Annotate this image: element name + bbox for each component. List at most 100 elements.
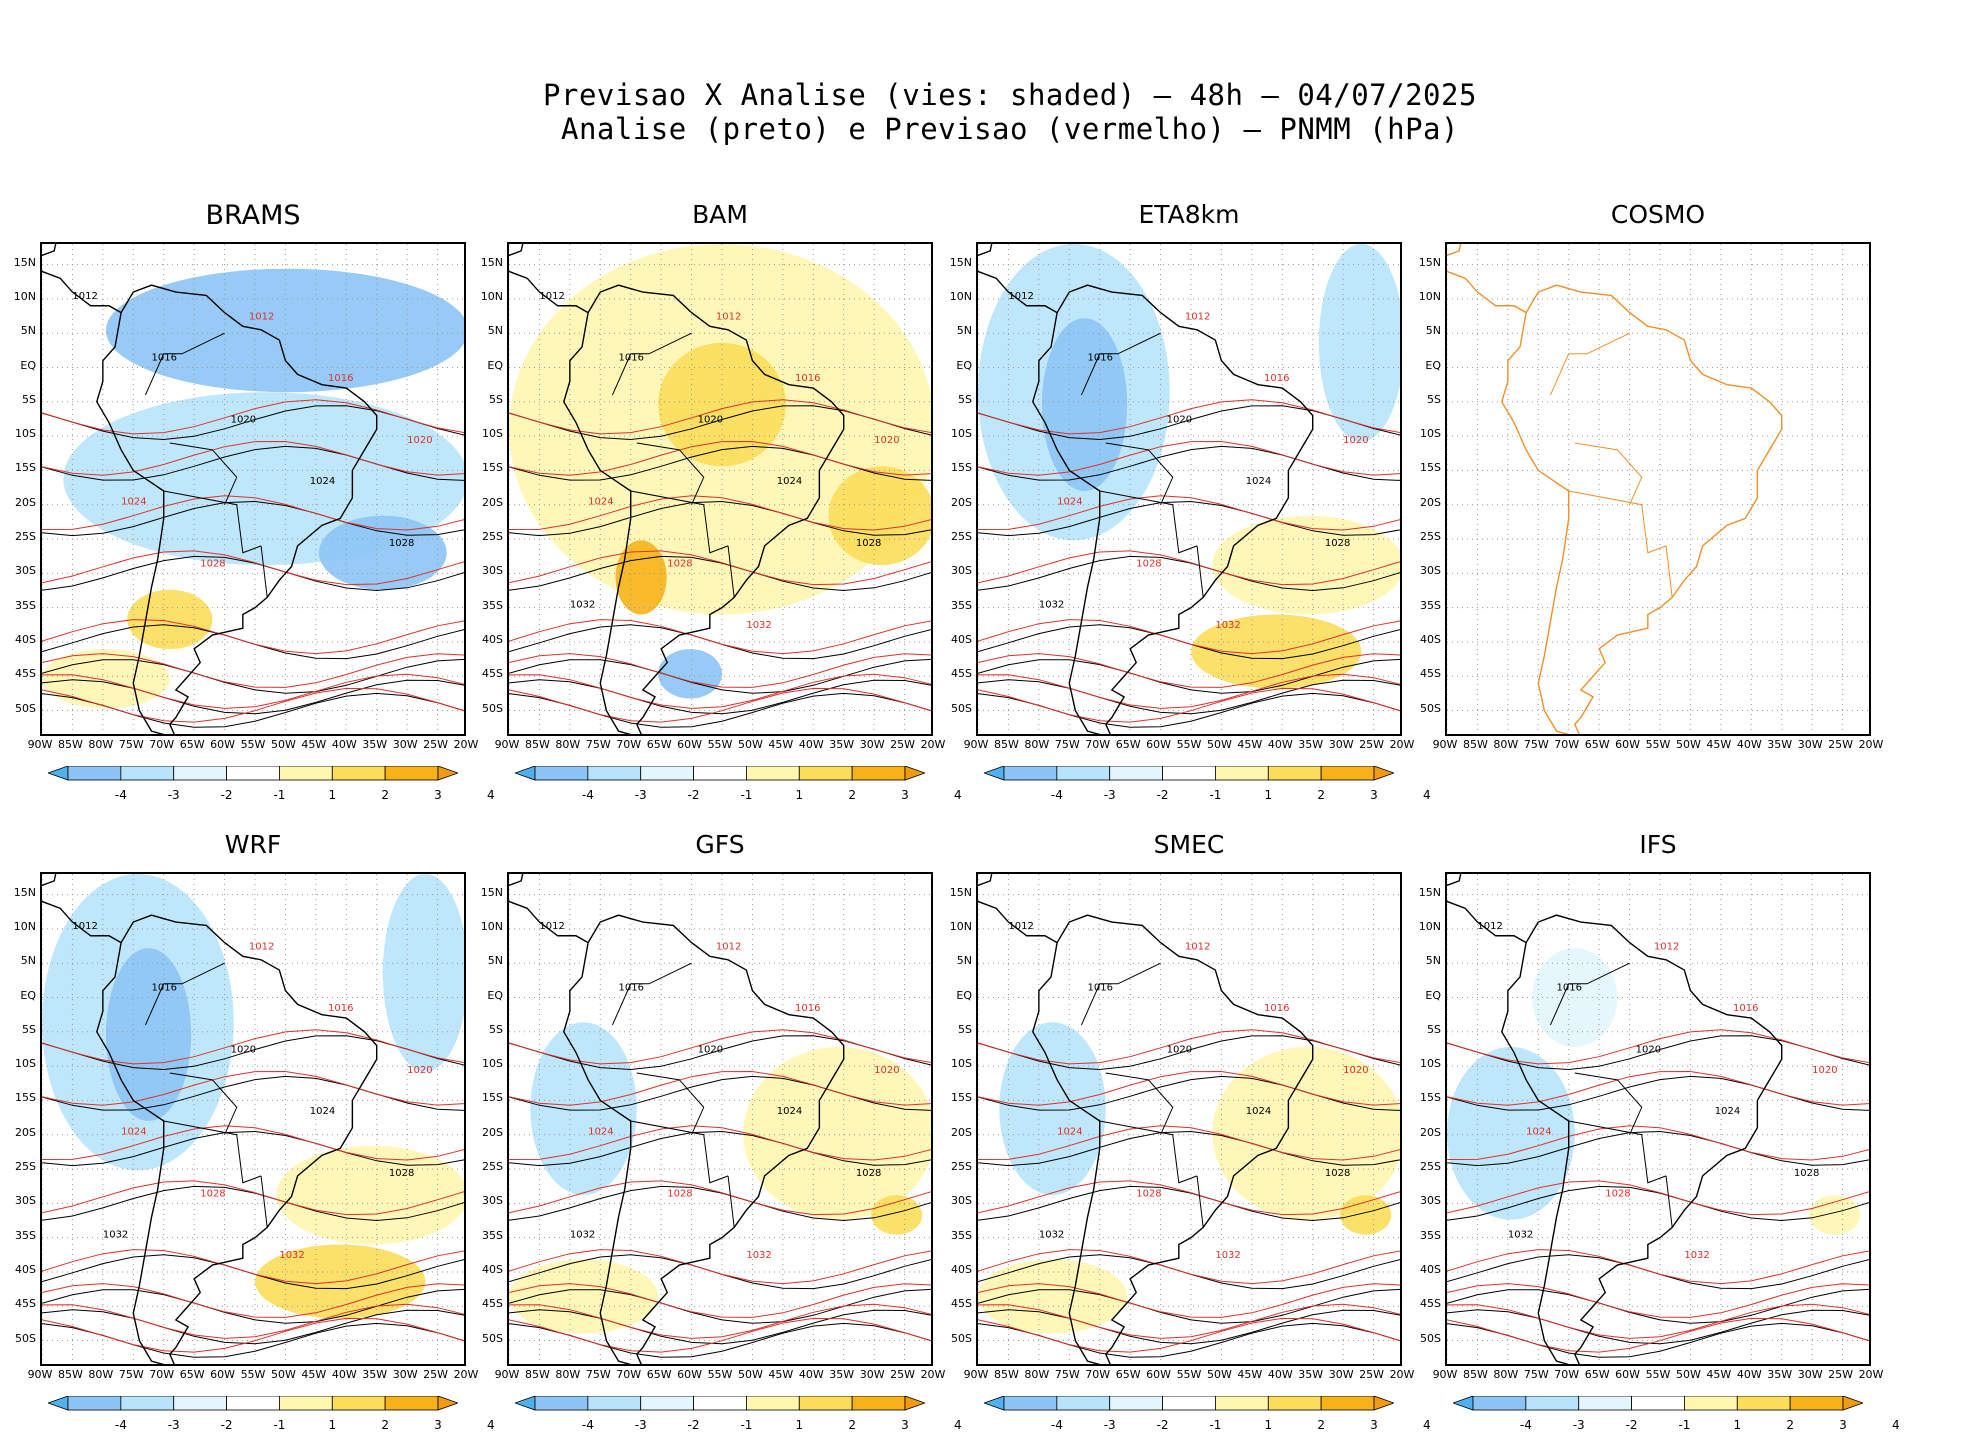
latitude-tick-label: 25S <box>1420 530 1441 544</box>
colorbar-label: -3 <box>634 788 647 802</box>
latitude-tick-label: 35S <box>15 598 36 612</box>
country-border <box>169 442 238 505</box>
colorbar-label: 1 <box>795 1418 804 1432</box>
colorbar-label: -2 <box>1156 788 1169 802</box>
forecast-isobar <box>42 653 464 688</box>
longitude-tick-label: 65W <box>646 1368 672 1381</box>
colorbar-segment <box>587 765 642 781</box>
longitude-tick-label: 40W <box>798 738 824 751</box>
forecast-isobar <box>42 1317 464 1353</box>
isobar-label: 1016 <box>619 983 644 994</box>
south-america-coastline <box>1501 284 1783 734</box>
latitude-tick-label: 30S <box>951 564 972 578</box>
colorbar-segment <box>1267 1395 1322 1411</box>
latitude-tick-label: 50S <box>1420 701 1441 715</box>
colorbar-label: -3 <box>634 1418 647 1432</box>
isobar-label: 1028 <box>200 558 225 569</box>
latitude-tick-label: EQ <box>1425 358 1441 372</box>
colorbar-segment <box>1162 765 1216 781</box>
longitude-tick-label: 30W <box>859 738 885 751</box>
isobar-label: 1020 <box>1343 435 1368 446</box>
bias-shading <box>871 1195 923 1235</box>
isobar-label: 1020 <box>698 414 723 425</box>
isobar-label: 1028 <box>389 538 414 549</box>
longitude-tick-label: 35W <box>362 738 388 751</box>
latitude-tick-label: 5N <box>956 324 972 338</box>
country-border <box>260 1175 268 1228</box>
isobar-label: 1016 <box>152 983 177 994</box>
colorbar: -4 -3 -2 -1 1 2 3 4 <box>982 1395 1431 1432</box>
colorbar-label: 3 <box>1839 1418 1847 1432</box>
central-america-coastline <box>509 874 589 944</box>
country-border <box>1568 1120 1667 1184</box>
colorbar-segment <box>798 765 853 781</box>
colorbar-segment <box>851 765 906 781</box>
country-border <box>1105 442 1174 505</box>
isobar-label: 1012 <box>1008 291 1033 302</box>
longitude-tick-label: 40W <box>1267 738 1293 751</box>
longitude-tick-label: 75W <box>1523 1368 1549 1381</box>
latitude-tick-label: 5N <box>1425 954 1441 968</box>
analysis-isobar <box>42 679 464 715</box>
south-america-coastline <box>1501 914 1783 1364</box>
forecast-isobar <box>509 1070 931 1106</box>
forecast-isobar <box>42 1303 464 1339</box>
forecast-isobar <box>42 619 464 655</box>
isobar-label: 1024 <box>1526 1127 1551 1138</box>
isobar-label: 1020 <box>698 1044 723 1055</box>
longitude-tick-label: 90W <box>1432 1368 1458 1381</box>
central-america-coastline <box>978 874 1058 944</box>
colorbar-label: 4 <box>954 788 962 802</box>
analysis-isobar <box>978 1075 1400 1111</box>
forecast-isobar <box>1447 1070 1869 1106</box>
latitude-tick-label: EQ <box>956 358 972 372</box>
colorbar-label: 4 <box>1423 1418 1431 1432</box>
country-border <box>145 962 225 1026</box>
latitude-tick-label: 5N <box>487 324 503 338</box>
country-border <box>169 1072 238 1135</box>
colorbar-segment <box>67 765 122 781</box>
bias-shading <box>828 466 931 566</box>
longitude-tick-label: 25W <box>1359 1368 1384 1381</box>
colorbar-label: 4 <box>487 788 495 802</box>
longitude-tick-label: 75W <box>118 738 144 751</box>
isobar-label: 1020 <box>1636 1044 1661 1055</box>
longitude-tick-label: 90W <box>963 738 989 751</box>
panel-title-gfs: GFS <box>695 830 745 859</box>
latitude-tick-label: 10N <box>13 289 36 303</box>
forecast-isobar <box>978 1283 1400 1318</box>
longitude-tick-label: 80W <box>88 738 114 751</box>
panel-title-smec: SMEC <box>1153 830 1225 859</box>
longitude-tick-label: 70W <box>616 1368 642 1381</box>
panel-title-ifs: IFS <box>1639 830 1677 859</box>
longitude-tick-label: 25W <box>1828 738 1853 751</box>
colorbar-label: -3 <box>1103 788 1116 802</box>
longitude-tick-label: 70W <box>1085 1368 1111 1381</box>
country-border <box>1099 490 1198 554</box>
isobar-label: 1028 <box>1325 1168 1350 1179</box>
longitude-tick-label: 75W <box>1054 738 1080 751</box>
latitude-tick-label: 50S <box>482 701 503 715</box>
country-border <box>727 545 735 598</box>
latitude-tick-label: 25S <box>951 1160 972 1174</box>
colorbar-segment <box>982 765 1005 781</box>
forecast-isobar <box>509 1283 931 1318</box>
bias-shading <box>1041 318 1128 491</box>
colorbar-segment <box>851 1395 906 1411</box>
colorbar-label: 1 <box>1733 1418 1742 1432</box>
longitude-tick-label: 45W <box>768 1368 794 1381</box>
bias-shading <box>382 874 464 1072</box>
analysis-isobar <box>42 1288 464 1324</box>
bias-shading <box>105 948 192 1121</box>
latitude-tick-label: 50S <box>482 1331 503 1345</box>
isobar-label: 1024 <box>1246 1106 1271 1117</box>
isobar-label: 1012 <box>1185 311 1210 322</box>
longitude-tick-label: 20W <box>1858 1368 1884 1381</box>
isobar-label: 1012 <box>72 921 97 932</box>
colorbar-segment <box>437 765 460 781</box>
forecast-isobar <box>1447 1317 1869 1353</box>
longitude-tick-label: 55W <box>240 738 266 751</box>
latitude-tick-label: 10S <box>15 427 36 441</box>
colorbar-label: 3 <box>1370 1418 1378 1432</box>
longitude-tick-label: 70W <box>1554 738 1580 751</box>
